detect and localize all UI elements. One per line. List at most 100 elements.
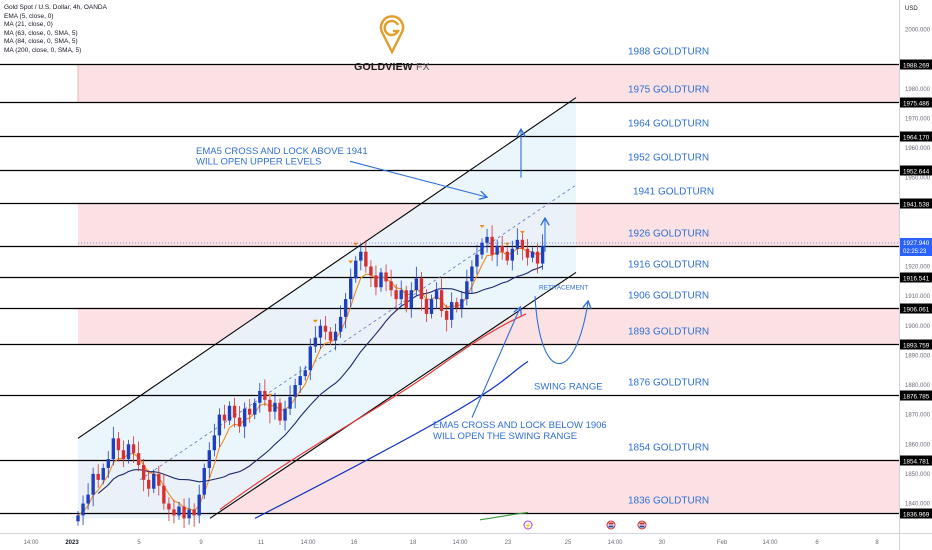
candle-body <box>419 278 424 300</box>
flag-stripe <box>608 525 614 528</box>
fractal-marker <box>519 230 525 234</box>
candle-body <box>328 331 333 341</box>
candle-body <box>121 450 126 460</box>
candle-body <box>515 239 520 249</box>
x-tick-label: 25 <box>565 540 572 546</box>
annotation-upper-line2: WILL OPEN UPPER LEVELS <box>196 156 321 167</box>
lightning-event-icon <box>523 520 533 530</box>
x-tick-label: 23 <box>505 540 512 546</box>
candle-body <box>111 438 116 460</box>
level-label: 1975 GOLDTURN <box>628 85 709 96</box>
candle-body <box>535 251 540 264</box>
candle-body <box>187 509 191 519</box>
candle-body <box>248 408 252 415</box>
candle-body <box>268 399 272 412</box>
level-price-tag <box>900 303 932 314</box>
candle-body <box>136 453 141 466</box>
chart-legend: Gold Spot / U.S. Dollar, 4h, OANDA EMA (… <box>4 4 107 56</box>
arrow-to-1906 <box>471 308 520 418</box>
level-price-tag <box>900 131 932 142</box>
lightning-glyph: ⚡ <box>525 523 532 530</box>
y-tick-label: 1850.000 <box>905 472 931 478</box>
level-label: 1854 GOLDTURN <box>628 443 709 454</box>
candle-body <box>384 272 388 282</box>
x-tick-label: 14:00 <box>762 540 778 546</box>
legend-ma21: MA (21, close, 0) <box>4 21 53 29</box>
candle-body <box>318 325 323 338</box>
level-price-tag-text: 1964.170 <box>903 135 930 142</box>
supply-demand-zone <box>78 64 899 103</box>
candle-body <box>253 402 257 415</box>
level-price-tag <box>900 508 932 519</box>
candle-body <box>116 438 121 451</box>
level-price-tag <box>900 339 932 350</box>
candle-body <box>237 417 242 427</box>
level-price-tag <box>900 165 932 176</box>
ma63-line <box>219 313 527 510</box>
x-tick-label: 5 <box>137 540 141 546</box>
candle-body <box>399 290 403 300</box>
y-tick-label: 1960.000 <box>905 146 931 152</box>
candle-body <box>106 459 110 468</box>
candle-body <box>510 248 514 261</box>
candle-body <box>172 509 176 516</box>
level-price-tag <box>900 59 932 70</box>
candle-body <box>258 390 262 403</box>
current-price-countdown: 02:25:23 <box>903 249 927 255</box>
current-price-tag <box>900 237 932 256</box>
legend-ema5: EMA (5, close, 0) <box>4 12 54 20</box>
candle-body <box>232 405 237 418</box>
arrow-swing <box>534 296 588 364</box>
legend-ma200: MA (200, close, 0, SMA, 5) <box>4 46 82 54</box>
candle-body <box>222 414 227 421</box>
y-tick-label: 1980.000 <box>905 87 931 93</box>
candle-body <box>354 260 358 279</box>
candle-body <box>434 290 439 300</box>
candle-body <box>273 402 277 412</box>
level-price-tag-text: 1906.061 <box>903 307 930 314</box>
candle-body <box>126 444 131 460</box>
fractal-marker <box>312 319 318 323</box>
y-tick-label: 2000.000 <box>905 28 931 34</box>
candle-body <box>167 503 171 510</box>
level-price-tag-text: 1941.538 <box>903 202 930 209</box>
level-label: 1941 GOLDTURN <box>633 187 714 198</box>
candle-body <box>338 316 343 332</box>
candle-body <box>450 302 454 320</box>
level-price-tag-text: 1916.541 <box>903 276 930 283</box>
x-tick-label: 9 <box>199 540 203 546</box>
logo-suffix: FX <box>416 61 430 73</box>
candle-body <box>303 370 307 377</box>
candle-body <box>333 331 338 341</box>
candle-body <box>101 467 105 480</box>
candle-body <box>359 251 363 261</box>
candle-body <box>131 444 136 454</box>
candle-body <box>202 467 206 495</box>
candle-body <box>323 325 328 332</box>
candle-body <box>465 281 469 300</box>
candle-body <box>177 506 181 516</box>
candle-body <box>263 390 267 400</box>
candle-body <box>495 245 499 255</box>
y-tick-label: 1890.000 <box>905 353 931 359</box>
legend-ma84: MA (84, close, 0, SMA, 5) <box>4 38 78 46</box>
level-price-tag-text: 1975.486 <box>903 101 930 108</box>
candle-body <box>298 376 302 386</box>
y-tick-label: 1900.000 <box>905 324 931 330</box>
candle-body <box>540 245 545 264</box>
candle-body <box>147 479 151 489</box>
x-tick-label: 14:00 <box>452 540 468 546</box>
logo-brand: GOLDVIEW <box>354 61 413 73</box>
x-tick-label: 14:00 <box>300 540 316 546</box>
level-price-tag-text: 1988.269 <box>903 63 930 70</box>
candle-body <box>444 310 449 320</box>
candle-body <box>227 405 232 421</box>
legend-ma63: MA (63, close, 0, SMA, 5) <box>4 29 78 37</box>
candle-body <box>141 465 146 480</box>
currency-label: USD <box>905 6 918 12</box>
candle-body <box>197 494 201 516</box>
candle-body <box>308 346 312 371</box>
level-price-tag-text: 1876.785 <box>903 394 930 401</box>
candle-body <box>278 402 282 421</box>
